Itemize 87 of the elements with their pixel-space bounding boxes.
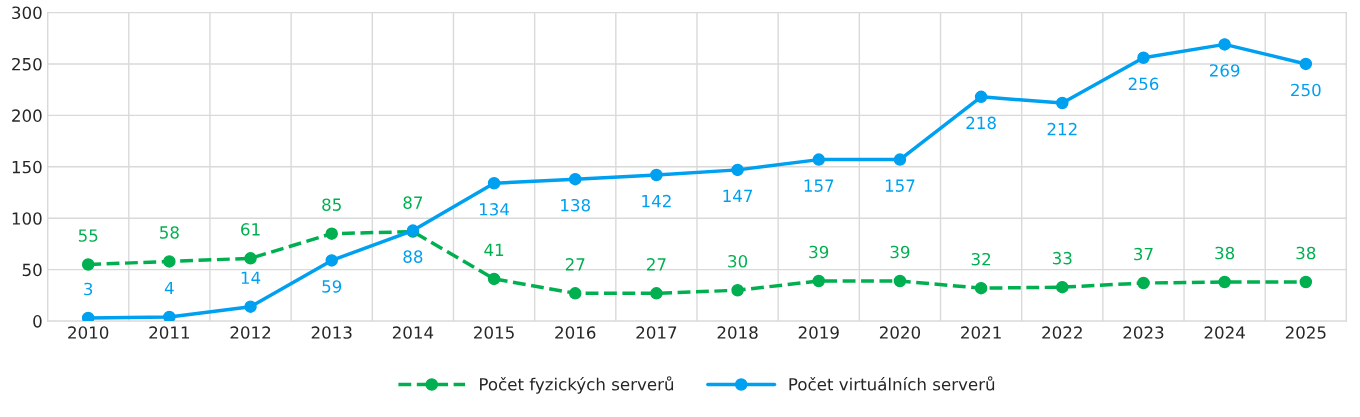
point — [1299, 275, 1313, 289]
data-label: 30 — [728, 254, 748, 268]
point — [568, 172, 582, 186]
point — [1056, 280, 1069, 294]
data-label: 269 — [1209, 64, 1240, 77]
point — [893, 274, 907, 288]
point — [812, 274, 826, 288]
y-tick-label: 100 — [12, 212, 42, 225]
data-label: 4 — [164, 281, 174, 295]
x-tick-label: 2014 — [392, 326, 434, 339]
data-label: 39 — [809, 245, 829, 259]
data-label: 55 — [78, 229, 98, 242]
point — [731, 283, 744, 297]
x-tick-label: 2020 — [879, 326, 921, 339]
data-label: 61 — [241, 223, 260, 236]
point — [487, 272, 501, 286]
data-label: 147 — [723, 189, 753, 202]
y-tick-label: 300 — [12, 6, 42, 20]
x-tick-label: 2012 — [230, 326, 271, 339]
x-tick-label: 2016 — [555, 326, 596, 339]
y-tick-label: 0 — [33, 315, 42, 328]
point — [650, 168, 663, 182]
point — [974, 281, 988, 295]
point — [487, 177, 501, 190]
data-label: 138 — [561, 198, 590, 212]
y-tick-label: 50 — [22, 263, 42, 277]
point — [650, 287, 663, 300]
data-label: 250 — [1291, 83, 1321, 97]
x-tick-label: 2023 — [1123, 326, 1164, 339]
x-tick-label: 2025 — [1285, 326, 1326, 339]
data-label: 87 — [403, 196, 423, 209]
point — [244, 300, 257, 313]
x-tick-label: 2021 — [961, 326, 1001, 339]
x-tick-label: 2010 — [68, 326, 109, 339]
data-label: 212 — [1047, 122, 1077, 136]
data-label: 41 — [484, 243, 504, 257]
point — [1299, 57, 1313, 71]
data-label: 33 — [1052, 251, 1072, 265]
data-label: 38 — [1296, 246, 1316, 260]
x-tick-label: 2018 — [717, 326, 758, 339]
data-label: 58 — [160, 226, 179, 239]
point — [244, 252, 257, 265]
legend-label: Počet virtuálních serverů — [789, 376, 995, 391]
point — [325, 227, 338, 240]
x-tick-label: 2024 — [1204, 326, 1245, 339]
data-label: 59 — [322, 280, 342, 293]
legend-label: Počet fyzických serverů — [480, 376, 674, 394]
data-label: 256 — [1128, 77, 1159, 91]
point — [812, 153, 826, 166]
data-label: 88 — [403, 250, 423, 263]
point — [1137, 276, 1150, 290]
data-label: 14 — [241, 271, 261, 284]
data-label: 27 — [565, 258, 585, 271]
point — [731, 163, 744, 177]
data-label: 142 — [642, 194, 671, 208]
data-label: 85 — [322, 198, 341, 211]
point — [893, 153, 907, 166]
point — [163, 255, 176, 268]
data-label: 39 — [890, 245, 910, 259]
data-label: 3 — [84, 282, 93, 296]
data-label: 157 — [804, 179, 834, 192]
x-tick-label: 2011 — [149, 326, 190, 339]
x-tick-label: 2022 — [1042, 326, 1082, 339]
point — [1218, 275, 1231, 289]
x-tick-label: 2015 — [474, 326, 514, 339]
point — [325, 254, 338, 267]
data-label: 37 — [1134, 247, 1153, 261]
x-tick-label: 2019 — [798, 326, 839, 339]
data-label: 218 — [966, 116, 996, 130]
point — [81, 311, 95, 322]
point — [1218, 38, 1231, 51]
data-label: 32 — [971, 252, 991, 266]
x-tick-label: 2017 — [636, 326, 677, 339]
x-tick-label: 2013 — [311, 326, 352, 339]
y-tick-label: 200 — [12, 109, 42, 122]
y-tick-label: 250 — [12, 57, 42, 71]
point — [568, 287, 582, 300]
point — [81, 258, 95, 271]
point — [1056, 96, 1069, 110]
point — [1137, 51, 1150, 65]
point — [163, 310, 176, 322]
y-tick-label: 150 — [12, 160, 42, 174]
data-label: 157 — [885, 179, 915, 192]
data-label: 134 — [479, 203, 510, 216]
point — [974, 90, 988, 104]
data-label: 27 — [647, 258, 666, 271]
data-label: 38 — [1215, 246, 1235, 260]
